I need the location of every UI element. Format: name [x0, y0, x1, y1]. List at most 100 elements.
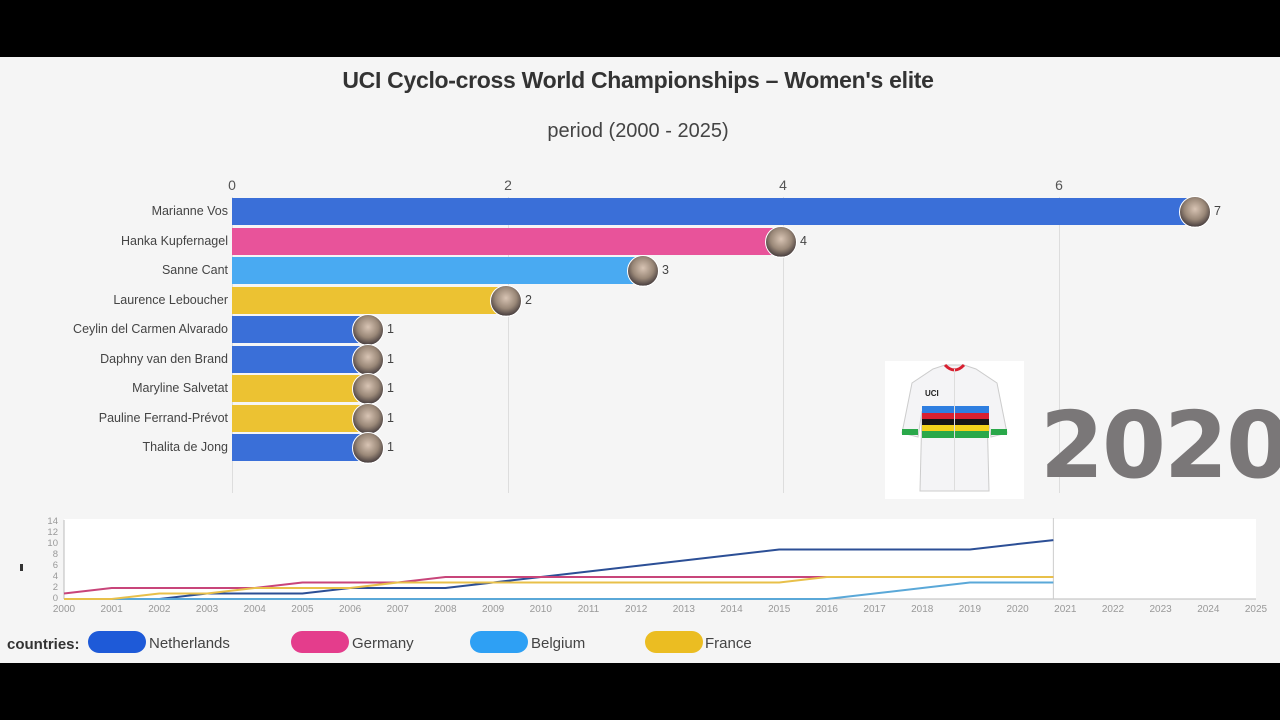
legend-label-netherlands[interactable]: Netherlands — [149, 635, 230, 652]
chart-subtitle: period (2000 - 2025) — [547, 120, 729, 142]
x-axis-tick: 2015 — [768, 604, 791, 615]
legend-swatch-germany[interactable] — [291, 631, 349, 653]
bar — [232, 286, 508, 314]
bar-value: 2 — [525, 292, 532, 307]
y-axis-tick: 0 — [52, 593, 58, 604]
bar-label: Thalita de Jong — [142, 440, 228, 454]
x-axis-tick: 2017 — [863, 604, 886, 615]
bar-label: Maryline Salvetat — [132, 381, 228, 395]
rider-avatar-icon — [352, 373, 384, 405]
rider-avatar-icon — [490, 284, 522, 317]
rider-avatar-icon — [765, 225, 797, 258]
x-axis-tick: 2007 — [386, 604, 409, 615]
x-axis-tick: 2011 — [577, 604, 600, 615]
bar — [232, 345, 370, 373]
x-axis-tick: 2019 — [958, 604, 982, 615]
bar — [232, 316, 370, 343]
gridline — [1059, 197, 1060, 493]
x-axis-tick: 2022 — [1101, 604, 1125, 615]
jersey-icon: UCI — [901, 363, 1008, 492]
x-axis-tick: 2012 — [625, 604, 648, 615]
bar-axis-tick: 2 — [504, 177, 512, 193]
bar — [232, 227, 783, 255]
x-axis-tick: 2005 — [291, 604, 314, 615]
bar-label: Ceylin del Carmen Alvarado — [73, 322, 228, 336]
bar-value: 1 — [387, 410, 394, 425]
rider-avatar-icon — [627, 255, 659, 287]
bar-axis-tick: 4 — [779, 177, 787, 193]
bar-value: 1 — [387, 322, 394, 336]
x-axis-tick: 2013 — [672, 604, 695, 615]
legend-label-germany[interactable]: Germany — [352, 635, 414, 652]
x-axis-tick: 2009 — [481, 604, 505, 615]
x-axis-tick: 2023 — [1149, 604, 1172, 615]
current-year-label: 2020 — [1040, 392, 1280, 499]
rider-avatar-icon — [352, 314, 384, 346]
bar-label: Pauline Ferrand-Prévot — [98, 410, 228, 425]
x-axis-tick: 2018 — [911, 604, 934, 615]
gridline — [508, 197, 509, 493]
legend-label-france[interactable]: France — [705, 635, 752, 652]
rider-avatar-icon — [352, 343, 384, 376]
rainbow-jersey-image: UCI — [885, 361, 1024, 499]
x-axis-tick: 2001 — [100, 604, 123, 615]
bar-value: 4 — [800, 233, 807, 248]
bar-value: 1 — [387, 440, 394, 454]
bar — [232, 404, 370, 432]
x-axis-tick: 2004 — [243, 604, 266, 615]
x-axis-tick: 2003 — [195, 604, 219, 615]
x-axis-tick: 2000 — [52, 604, 76, 615]
legend-swatch-netherlands[interactable] — [88, 631, 146, 653]
bar-value: 1 — [387, 381, 394, 395]
y-axis-tick: 10 — [47, 538, 58, 549]
bar-label: Sanne Cant — [161, 263, 228, 277]
x-axis-tick: 2008 — [434, 604, 457, 615]
legend-swatch-belgium[interactable] — [470, 631, 528, 653]
legend-label-belgium[interactable]: Belgium — [531, 635, 586, 652]
y-axis-tick: 4 — [52, 571, 58, 582]
bar-label: Daphny van den Brand — [100, 351, 228, 366]
x-axis-tick: 2010 — [529, 604, 552, 615]
bar — [232, 257, 645, 284]
x-axis-tick: 2020 — [1006, 604, 1029, 615]
y-axis-tick: 14 — [47, 516, 58, 527]
cursor-icon — [20, 564, 23, 571]
line-chart — [63, 518, 1256, 600]
bar-axis-tick: 0 — [228, 177, 236, 193]
line-series-belgium — [64, 581, 1054, 600]
bar-value: 1 — [387, 351, 394, 366]
bar — [232, 434, 370, 461]
x-axis-tick: 2002 — [148, 604, 171, 615]
chart-title: UCI Cyclo-cross World Championships – Wo… — [342, 67, 934, 93]
bar — [232, 375, 370, 402]
x-axis-tick: 2025 — [1244, 604, 1268, 615]
rider-avatar-icon — [1179, 196, 1211, 228]
gridline — [232, 197, 233, 493]
line-series-germany — [63, 576, 1054, 595]
x-axis-tick: 2006 — [338, 604, 362, 615]
bar — [232, 198, 1197, 225]
bar-value: 7 — [1214, 204, 1221, 218]
legend-swatch-france[interactable] — [645, 631, 703, 653]
line-series-france — [64, 576, 1054, 600]
y-axis-tick: 6 — [52, 560, 58, 571]
y-axis-tick: 8 — [52, 549, 58, 560]
bar-label: Marianne Vos — [151, 204, 228, 218]
x-axis-tick: 2024 — [1197, 604, 1220, 615]
gridline — [783, 197, 784, 493]
line-chart-area — [64, 519, 1256, 599]
x-axis-tick: 2014 — [720, 604, 743, 615]
bar-label: Hanka Kupfernagel — [120, 233, 228, 248]
y-axis-tick: 12 — [47, 527, 58, 538]
bar-value: 3 — [662, 263, 669, 277]
y-axis-tick: 2 — [52, 582, 58, 593]
rider-avatar-icon — [352, 432, 384, 464]
bar-label: Laurence Leboucher — [113, 292, 228, 307]
chart-page: UCI Cyclo-cross World Championships – Wo… — [0, 57, 1280, 663]
legend-title: countries: — [7, 636, 80, 653]
x-axis-tick: 2021 — [1054, 604, 1077, 615]
bar-axis-tick: 6 — [1055, 177, 1063, 193]
svg-text:UCI: UCI — [925, 389, 939, 398]
line-series-netherlands — [64, 539, 1054, 600]
x-axis-tick: 2016 — [815, 604, 838, 615]
